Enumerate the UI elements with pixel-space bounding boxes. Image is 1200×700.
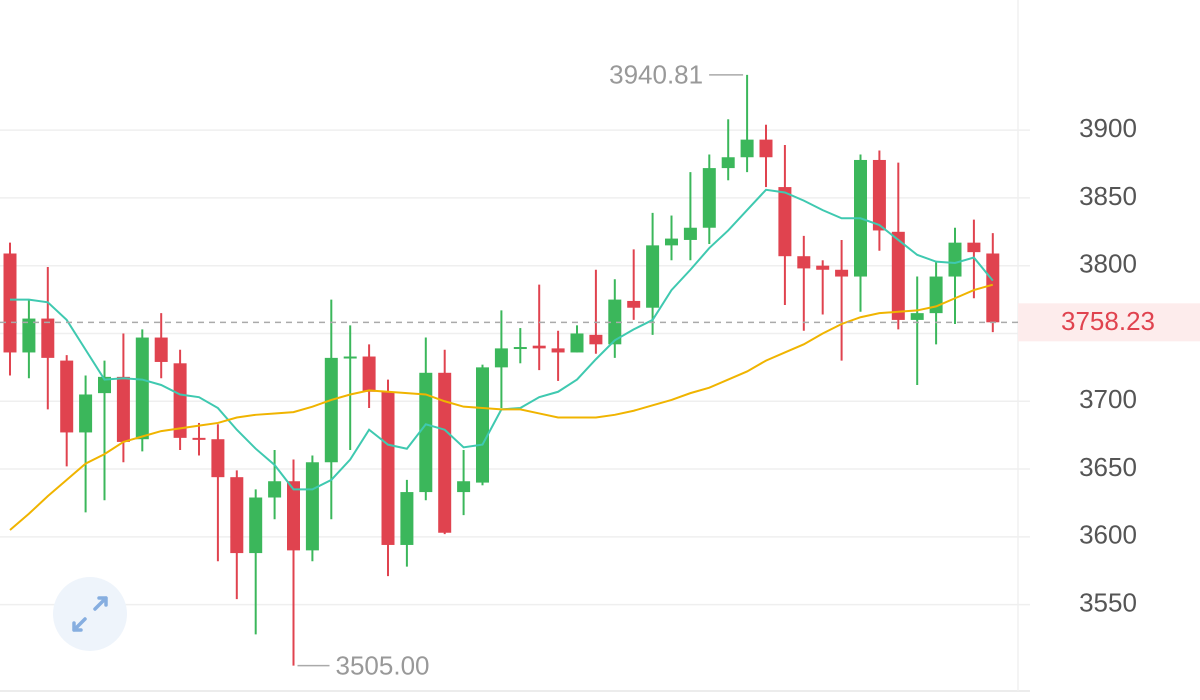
- candle-body: [400, 492, 414, 545]
- candle-body: [816, 265, 830, 270]
- candle-body: [513, 347, 527, 350]
- last-price-label: 3758.23: [1061, 306, 1155, 336]
- candle-body: [608, 299, 622, 345]
- candle-body: [438, 372, 452, 533]
- candle-body: [797, 256, 811, 269]
- candle-body: [476, 367, 489, 483]
- y-tick-label: 3600: [1079, 520, 1137, 550]
- candle-body: [324, 357, 338, 463]
- expand-icon[interactable]: [72, 596, 108, 632]
- candle-body: [22, 318, 36, 353]
- candle-body: [778, 187, 792, 257]
- candle-body: [891, 231, 905, 320]
- candle-body: [967, 242, 981, 253]
- candle-body: [457, 481, 471, 493]
- candle-body: [494, 348, 508, 368]
- candle-body: [211, 439, 225, 478]
- candle-body: [41, 318, 55, 358]
- candle-body: [721, 157, 735, 169]
- candle-body: [192, 437, 206, 440]
- candle-body: [740, 139, 754, 158]
- candle-body: [646, 245, 660, 308]
- candle-body: [287, 481, 300, 551]
- moving-average-line: [9, 283, 994, 531]
- y-tick-label: 3550: [1079, 587, 1137, 617]
- candle-body: [230, 477, 244, 554]
- y-tick-label: 3900: [1079, 113, 1137, 143]
- candle-body: [3, 253, 17, 353]
- candle-body: [589, 334, 603, 345]
- candle-body: [305, 462, 319, 551]
- candle-body: [135, 337, 149, 440]
- candle-body: [79, 394, 93, 433]
- expand-button-bg[interactable]: [53, 577, 127, 651]
- candle-body: [532, 345, 546, 349]
- candle-body: [665, 238, 678, 246]
- candle-body: [154, 337, 168, 362]
- candle-body: [381, 391, 395, 545]
- candle-body: [343, 356, 357, 359]
- candle-body: [173, 363, 187, 438]
- candle-body: [702, 168, 716, 228]
- candle-body: [910, 313, 924, 320]
- last-price-badge: [1018, 303, 1200, 342]
- candle-body: [683, 227, 697, 240]
- y-tick-label: 3850: [1079, 181, 1137, 211]
- candle-body: [872, 159, 886, 231]
- candle-body: [419, 372, 433, 493]
- candle-body: [759, 139, 773, 158]
- candle-body: [60, 360, 74, 433]
- candle-body: [268, 481, 282, 498]
- y-tick-label: 3650: [1079, 452, 1137, 482]
- min-label: 3505.00: [336, 650, 430, 680]
- candle-body: [627, 300, 641, 308]
- candle-body: [570, 333, 584, 353]
- candle-body: [116, 376, 130, 442]
- candle-body: [986, 253, 1000, 323]
- candle-body: [98, 376, 111, 394]
- expand-button[interactable]: [53, 577, 127, 651]
- candle-body: [551, 348, 565, 353]
- candle-body: [362, 356, 376, 392]
- candle-body: [835, 269, 849, 277]
- max-label: 3940.81: [609, 60, 703, 90]
- y-tick-label: 3700: [1079, 384, 1137, 414]
- plot: 3940.81 3505.00 3758.23: [0, 60, 1200, 680]
- candle-body: [249, 497, 263, 554]
- y-tick-label: 3800: [1079, 249, 1137, 279]
- candle-body: [948, 242, 962, 277]
